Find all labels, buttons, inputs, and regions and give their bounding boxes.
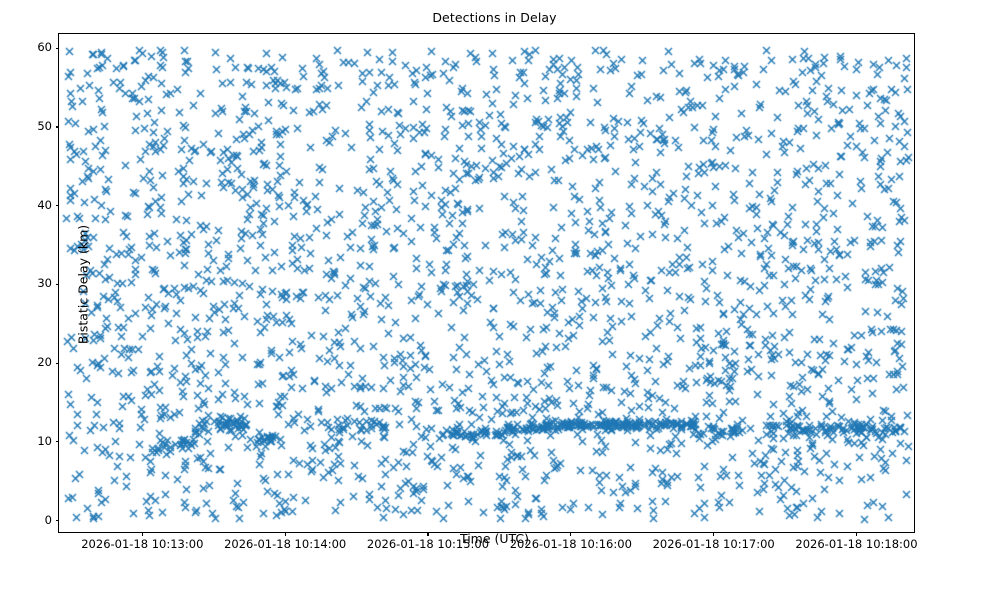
y-tick-label: 40	[37, 197, 52, 212]
x-tick-label: 2026-01-18 10:18:00	[795, 537, 918, 551]
y-tick-mark	[55, 126, 59, 128]
y-tick-label: 0	[44, 512, 52, 527]
x-tick-mark	[284, 532, 286, 536]
x-tick-label: 2026-01-18 10:15:00	[366, 537, 490, 551]
x-tick-mark	[855, 532, 858, 536]
y-tick-mark	[55, 520, 59, 522]
y-tick-mark	[55, 362, 59, 364]
x-tick-label: 2026-01-18 10:13:00	[81, 537, 204, 551]
x-tick-mark	[141, 532, 143, 536]
plot-axes: Bistatic Delay (km) 0 10 20 30 40 50 60 2026-0…	[37, 33, 918, 551]
y-tick-label: 50	[37, 118, 52, 133]
page-title: Detections in Delay	[432, 10, 557, 25]
x-tick-label: 2026-01-18 10:17:00	[652, 537, 775, 551]
scatter-plot-canvas	[59, 34, 916, 534]
y-tick-mark	[55, 283, 59, 285]
x-tick-label: 2026-01-18 10:16:00	[509, 537, 632, 551]
x-axis-label: Time (UTC)	[459, 531, 530, 546]
x-tick-mark	[427, 532, 429, 536]
y-tick-label: 60	[37, 40, 52, 55]
x-tick-label: 2026-01-18 10:14:00	[224, 537, 347, 551]
y-tick-label: 20	[37, 355, 52, 370]
y-tick-mark	[55, 47, 59, 49]
x-tick-mark	[713, 532, 715, 536]
y-tick-label: 30	[37, 276, 52, 291]
x-tick-mark	[570, 532, 572, 536]
y-axis-label: Bistatic Delay (km)	[75, 224, 91, 345]
y-tick-mark	[55, 441, 59, 443]
y-tick-mark	[55, 205, 59, 207]
y-tick-label: 10	[37, 433, 52, 448]
